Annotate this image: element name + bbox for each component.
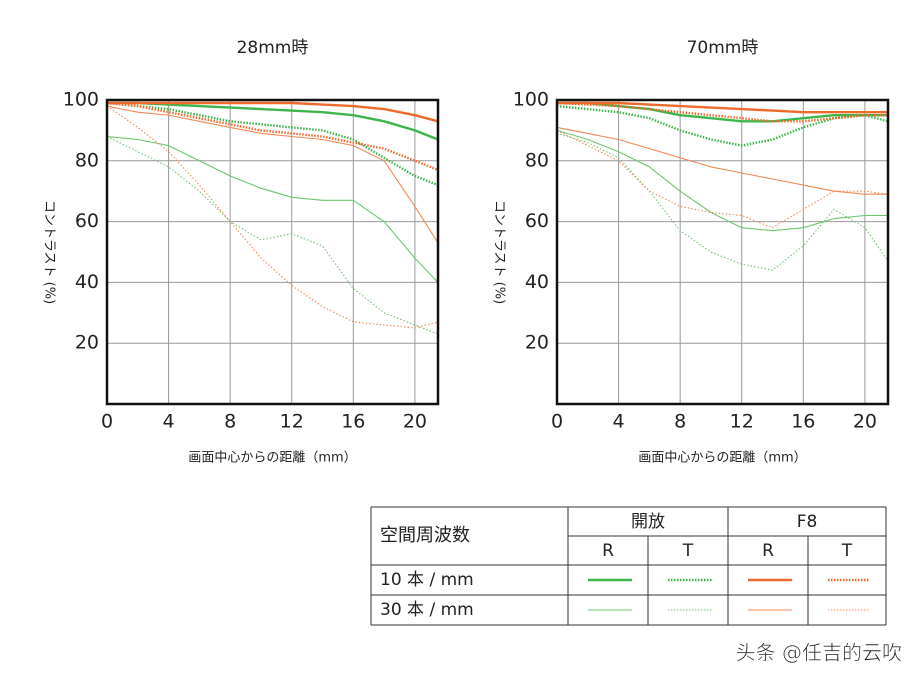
mtf-line (106, 101, 439, 172)
y-tick-label: 20 (75, 332, 99, 354)
y-axis-label: コントラスト (%) (42, 200, 57, 304)
mtf-line (557, 101, 888, 123)
table-header: 開放 (631, 512, 665, 532)
y-tick-label: 80 (525, 149, 549, 171)
x-tick-label: 16 (341, 411, 365, 433)
y-tick-label: 40 (75, 271, 99, 293)
plot-frame (555, 98, 890, 406)
watermark: 头条 @任吉的云吹 (736, 641, 902, 665)
chart-title: 28mm時 (237, 38, 309, 58)
mtf-line (107, 101, 439, 123)
mtf-line (556, 132, 889, 271)
mtf-line (556, 101, 888, 123)
x-tick-label: 20 (853, 411, 877, 433)
table-header: F8 (797, 512, 818, 532)
plot-frame (105, 98, 440, 406)
table-header: R (602, 541, 614, 561)
x-tick-label: 12 (730, 411, 754, 433)
x-tick-label: 20 (403, 411, 427, 433)
table-header: R (762, 541, 774, 561)
y-tick-label: 20 (525, 332, 549, 354)
row-label: 30 本 / mm (380, 600, 474, 620)
mtf-line (106, 135, 439, 283)
table-header: 空間周波数 (380, 525, 470, 546)
x-tick-label: 0 (101, 411, 113, 433)
x-tick-label: 16 (791, 411, 815, 433)
mtf-line (106, 105, 439, 329)
mtf-line (107, 101, 439, 141)
x-tick-label: 12 (280, 411, 304, 433)
y-tick-label: 40 (525, 271, 549, 293)
x-tick-label: 4 (163, 411, 175, 433)
x-tick-label: 8 (674, 411, 686, 433)
y-tick-label: 100 (63, 89, 99, 111)
mtf-line (556, 129, 888, 232)
table-header: T (682, 541, 694, 561)
mtf-line (556, 129, 889, 229)
y-tick-label: 100 (513, 89, 549, 111)
mtf-line (106, 101, 439, 187)
chart-title: 70mm時 (687, 38, 759, 58)
row-label: 10 本 / mm (380, 570, 474, 590)
y-tick-label: 60 (525, 210, 549, 232)
x-axis-label: 画面中心からの距離（mm） (638, 451, 806, 466)
y-tick-label: 80 (75, 149, 99, 171)
x-axis-label: 画面中心からの距離（mm） (188, 451, 356, 466)
y-axis-label: コントラスト (%) (492, 200, 507, 304)
x-tick-label: 8 (224, 411, 236, 433)
x-tick-label: 4 (613, 411, 625, 433)
x-tick-label: 0 (551, 411, 563, 433)
mtf-line (556, 126, 888, 195)
table-header: T (841, 541, 853, 561)
mtf-line (557, 101, 888, 114)
mtf-line (106, 105, 439, 244)
y-tick-label: 60 (75, 210, 99, 232)
